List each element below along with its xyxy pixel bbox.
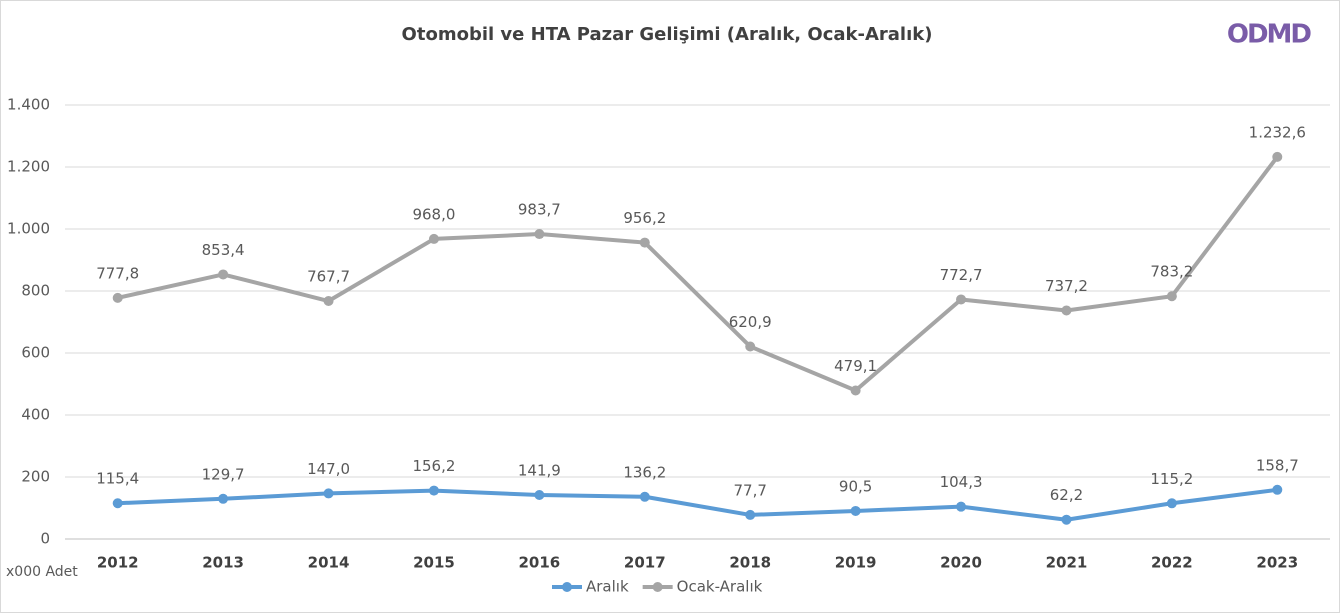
point [956,501,967,512]
data-label: 777,8 [96,264,139,282]
x-tick-label: 2023 [1256,554,1298,572]
y-tick-label: 1.200 [7,158,50,176]
legend-marker [562,582,572,592]
point [850,505,861,516]
data-label: 136,2 [623,463,666,481]
legend-label: Ocak-Aralık [677,578,763,596]
data-label: 737,2 [1045,277,1088,295]
point [428,485,439,496]
x-tick-label: 2012 [97,554,139,572]
data-label: 968,0 [412,205,455,223]
x-tick-label: 2018 [729,554,771,572]
y-tick-label: 400 [21,406,50,424]
point [1272,484,1283,495]
data-label: 853,4 [202,241,245,259]
x-tick-label: 2020 [940,554,982,572]
data-label: 983,7 [518,201,561,219]
legend-marker [652,582,663,592]
x-tick-label: 2014 [308,554,350,572]
point [534,490,545,501]
point [428,233,439,244]
data-label: 115,4 [96,470,139,488]
x-tick-label: 2019 [835,554,877,572]
point [218,269,229,280]
point [639,491,650,502]
point [1272,151,1283,162]
point [1166,498,1177,509]
data-label: 956,2 [623,209,666,227]
point [639,237,650,248]
data-label: 90,5 [839,477,872,495]
y-tick-label: 200 [21,468,50,486]
data-label: 479,1 [834,357,877,375]
y-tick-label: 600 [21,344,50,362]
x-tick-label: 2022 [1151,554,1193,572]
data-label: 147,0 [307,460,350,478]
point [112,292,123,303]
data-label: 104,3 [940,473,983,491]
point [1061,514,1072,525]
data-label: 772,7 [940,266,983,284]
point [1061,305,1072,316]
y-tick-label: 0 [40,530,50,548]
data-label: 1.232,6 [1249,123,1306,141]
point [1166,291,1177,302]
data-label: 77,7 [734,481,767,499]
x-tick-label: 2015 [413,554,455,572]
data-label: 129,7 [202,465,245,483]
data-label: 620,9 [729,313,772,331]
point [534,229,545,240]
x-tick-label: 2013 [202,554,244,572]
point [745,509,756,520]
point [218,493,229,504]
y-tick-label: 1.400 [7,96,50,114]
data-label: 158,7 [1256,456,1299,474]
x-tick-label: 2016 [519,554,561,572]
chart-title: Otomobil ve HTA Pazar Gelişimi (Aralık, … [402,24,933,45]
point [745,341,756,352]
data-label: 783,2 [1150,263,1193,281]
series-line [117,487,1278,522]
x-tick-label: 2021 [1046,554,1088,572]
point [956,294,967,305]
series-line [117,155,1279,393]
y-tick-label: 1.000 [7,220,50,238]
y-unit-label: x000 Adet [6,564,78,580]
legend-label: Aralık [586,578,629,596]
data-label: 767,7 [307,268,350,286]
logo: ODMD [1227,20,1312,50]
point [850,385,861,396]
data-label: 141,9 [518,462,561,480]
data-label: 156,2 [412,457,455,475]
point [323,488,334,499]
point [112,498,123,509]
y-tick-label: 800 [21,282,50,300]
point [323,296,334,307]
x-tick-label: 2017 [624,554,666,572]
data-label: 62,2 [1050,486,1083,504]
data-label: 115,2 [1150,470,1193,488]
